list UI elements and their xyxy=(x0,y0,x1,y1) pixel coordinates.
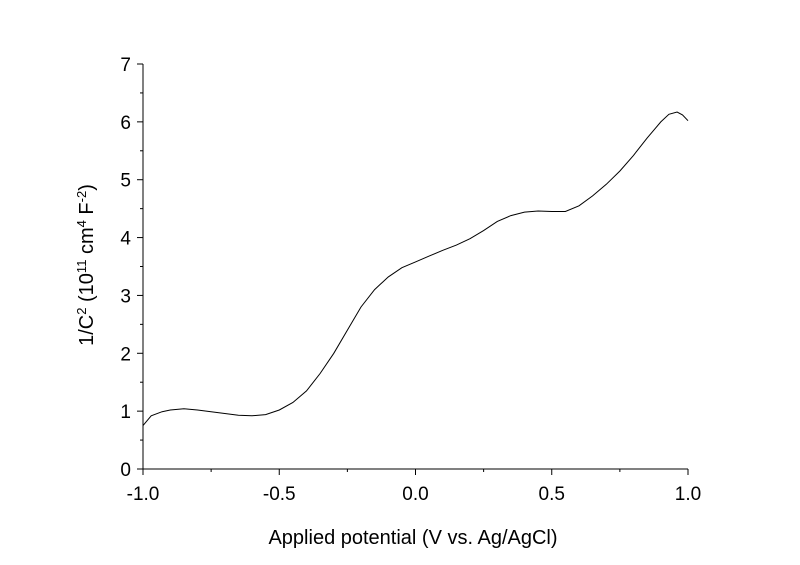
x-tick-label: 0.0 xyxy=(402,484,428,505)
x-tick-label: 1.0 xyxy=(675,484,701,505)
y-axis-title-unit: cm xyxy=(76,227,98,259)
y-axis-title-middle: (10 xyxy=(76,273,98,307)
x-tick-label: 0.5 xyxy=(539,484,565,505)
y-tick-label: 2 xyxy=(120,344,131,365)
y-tick-label: 4 xyxy=(120,229,131,250)
y-tick-label: 5 xyxy=(120,171,131,192)
y-axis-title-prefix: 1/C xyxy=(76,315,98,346)
x-tick-labels: -1.0 -0.5 0.0 0.5 1.0 xyxy=(127,484,702,505)
y-tick-labels: 0 1 2 3 4 5 6 7 xyxy=(120,55,131,481)
axes xyxy=(142,64,688,470)
y-axis-title-sup4: -2 xyxy=(74,191,89,203)
x-tick-label: -1.0 xyxy=(127,484,160,505)
y-axis-title-sup1: 2 xyxy=(74,308,89,315)
series-line xyxy=(142,111,689,426)
y-tick-label: 3 xyxy=(120,286,131,307)
tick-marks xyxy=(137,63,689,475)
y-tick-label: 1 xyxy=(120,402,131,423)
y-axis-title: 1/C2 (1011 cm4 F-2) xyxy=(74,184,99,346)
y-axis-title-unit2: F xyxy=(76,202,98,220)
x-axis-title: Applied potential (V vs. Ag/AgCl) xyxy=(268,527,557,549)
y-tick-label: 0 xyxy=(120,460,131,481)
y-tick-label: 7 xyxy=(120,55,131,76)
y-axis-title-suffix: ) xyxy=(76,184,98,191)
y-axis-title-sup2: 11 xyxy=(74,260,89,274)
x-tick-label: -0.5 xyxy=(263,484,296,505)
y-axis-title-sup3: 4 xyxy=(74,220,89,227)
y-tick-label: 6 xyxy=(120,113,131,134)
